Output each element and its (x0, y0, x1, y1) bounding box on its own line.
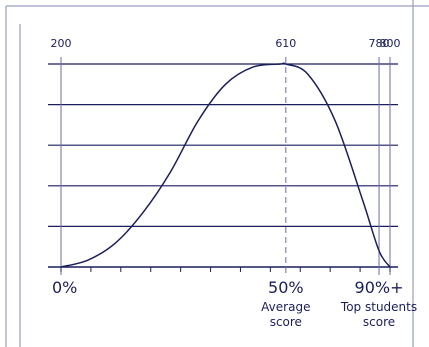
top-tick-label: 610 (275, 37, 296, 50)
percentile-description: score (363, 315, 395, 329)
baseline-minor-ticks (60, 267, 391, 272)
percentile-description: Average (261, 300, 310, 314)
percentile-label: 90%+ (355, 278, 404, 297)
percentile-label: 50% (268, 278, 304, 297)
percentile-label: 0% (52, 278, 77, 297)
top-tick-label: 800 (380, 37, 401, 50)
distribution-curve (60, 62, 391, 268)
percentile-description: score (270, 315, 302, 329)
top-tick-label: 200 (51, 37, 72, 50)
vertical-score-lines (60, 57, 391, 275)
top-tick-label: 780 (369, 37, 390, 50)
horizontal-gridlines (48, 63, 398, 268)
percentile-description: Top students (340, 300, 417, 314)
